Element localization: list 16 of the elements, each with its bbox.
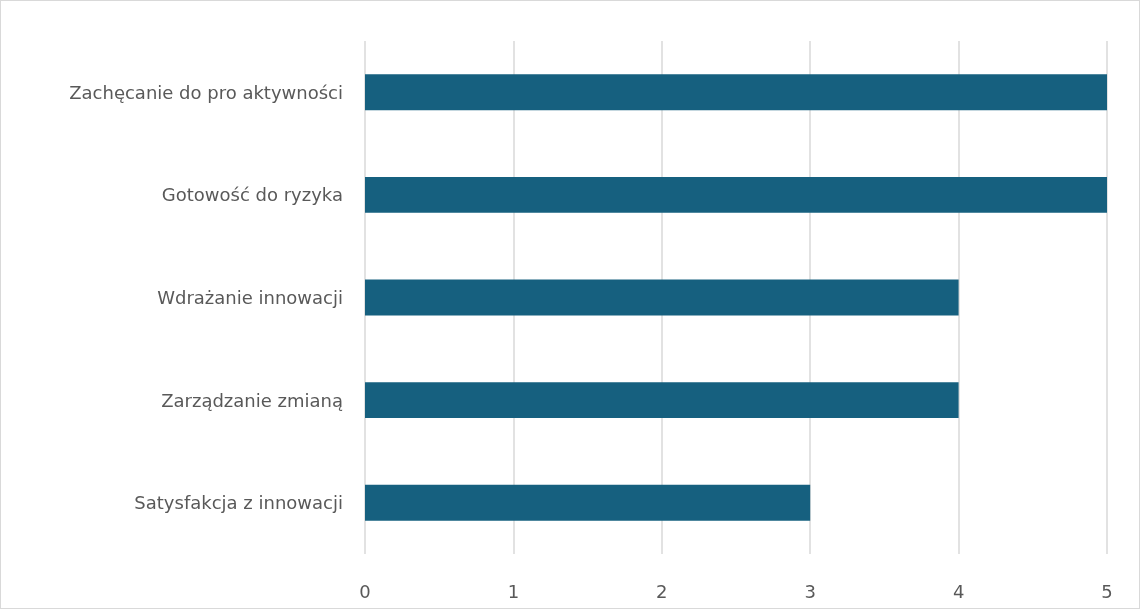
x-tick-label: 5 [1101, 580, 1113, 602]
y-tick-label: Satysfakcja z innowacji [134, 492, 343, 514]
x-tick-label: 0 [359, 580, 371, 602]
bar [365, 74, 1107, 111]
y-tick-label: Gotowość do ryzyka [161, 184, 343, 206]
y-tick-label: Zachęcanie do pro aktywności [69, 81, 343, 103]
bar [365, 484, 811, 521]
x-tick-label: 4 [952, 580, 965, 602]
x-tick-label: 3 [804, 580, 816, 602]
bar [365, 176, 1107, 213]
bar [365, 279, 959, 316]
x-tick-label: 2 [656, 580, 668, 602]
y-tick-label: Wdrażanie innowacji [157, 287, 343, 308]
bar [365, 382, 959, 419]
x-tick-label: 1 [507, 580, 520, 602]
y-tick-label: Zarządzanie zmianą [161, 389, 343, 411]
